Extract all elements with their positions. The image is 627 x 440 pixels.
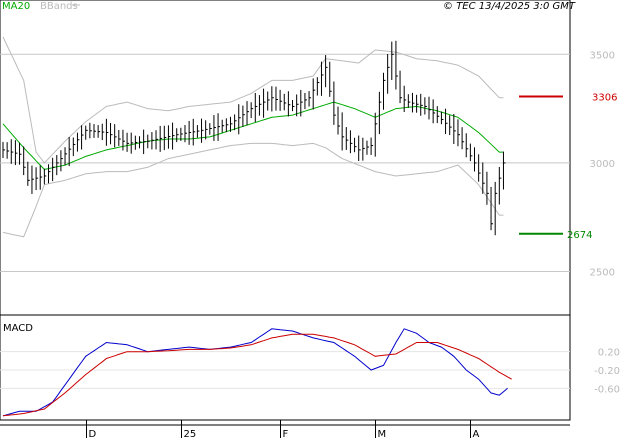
macd-y-tick-label: 0.20 xyxy=(598,348,620,359)
bbands-upper xyxy=(2,36,504,164)
price-y-tick-label: 3500 xyxy=(590,50,615,61)
price-bars xyxy=(2,40,506,236)
price-y-tick-label: 2500 xyxy=(590,268,615,279)
x-tick-label: D xyxy=(89,429,97,440)
x-tick-label: 25 xyxy=(184,429,197,440)
signal-line xyxy=(2,333,512,417)
resistance-label: 3306 xyxy=(592,92,617,103)
macd-gridlines xyxy=(0,351,570,389)
x-axis-ticks: D 25 F M A xyxy=(86,420,480,440)
bollinger-bands xyxy=(2,36,504,238)
support-label: 2674 xyxy=(567,230,592,241)
ma20-path xyxy=(2,101,504,170)
bbands-legend: BBands xyxy=(40,1,78,12)
x-tick-label: M xyxy=(378,429,387,440)
macd-panel-frame xyxy=(0,314,571,421)
price-y-tick-label: 3000 xyxy=(590,159,615,170)
macd-y-tick-label: -0.20 xyxy=(594,366,620,377)
y-axis-labels: 3500 3000 2500 0.20 -0.20 -0.60 xyxy=(590,50,620,395)
macd-lines xyxy=(2,328,512,417)
x-tick-label: A xyxy=(473,429,480,440)
price-gridlines xyxy=(0,53,570,273)
price-levels: 3306 2674 xyxy=(519,92,617,241)
ma-legend: MA20 xyxy=(2,1,30,12)
x-tick-label: F xyxy=(283,429,289,440)
ma20-line xyxy=(2,101,504,170)
bbands-lower xyxy=(2,142,504,238)
copyright-text: © TEC 13/4/2025 3:0 GMT xyxy=(443,1,576,12)
macd-line xyxy=(2,328,508,417)
macd-title: MACD xyxy=(3,323,33,334)
macd-y-tick-label: -0.60 xyxy=(594,384,620,395)
price-panel-frame xyxy=(0,0,571,316)
